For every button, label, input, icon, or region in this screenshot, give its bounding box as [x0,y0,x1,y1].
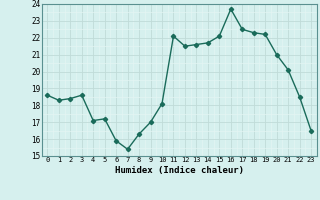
X-axis label: Humidex (Indice chaleur): Humidex (Indice chaleur) [115,166,244,175]
